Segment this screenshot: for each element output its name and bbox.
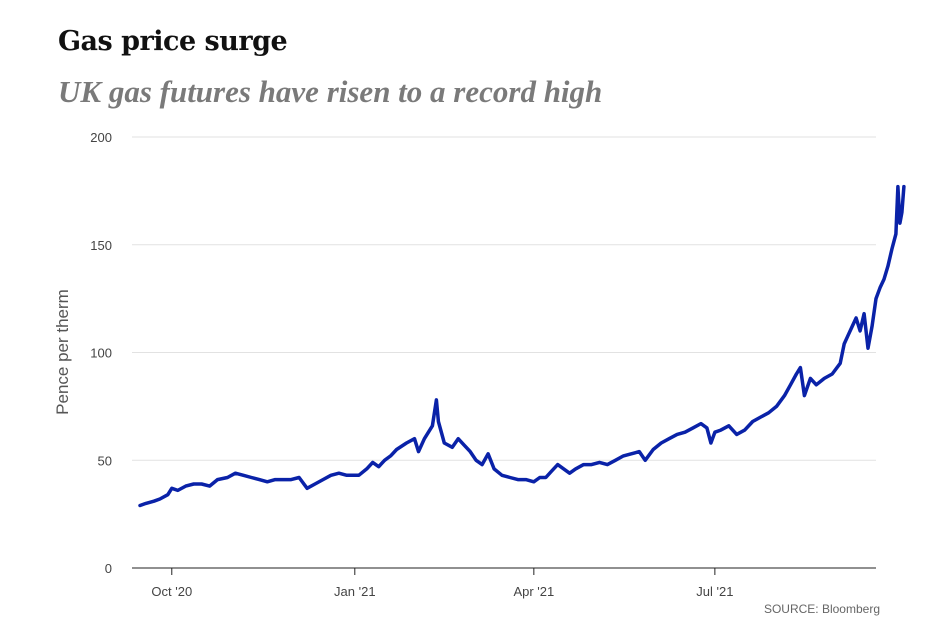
y-tick-label: 150 (90, 238, 112, 253)
y-tick-label: 0 (105, 561, 112, 576)
source-note: SOURCE: Bloomberg (763, 602, 880, 616)
x-tick-label: Apr '21 (513, 584, 554, 599)
chart-subtitle: UK gas futures have risen to a record hi… (58, 74, 603, 109)
y-tick-label: 200 (90, 130, 112, 145)
y-axis-label: Pence per therm (53, 289, 72, 415)
gridlines (132, 136, 876, 569)
y-tick-label: 50 (98, 453, 112, 468)
y-tick-label: 100 (90, 346, 112, 361)
x-tick-label: Jan '21 (334, 584, 376, 599)
price-line (138, 184, 906, 508)
x-tick-label: Jul '21 (696, 584, 733, 599)
x-tick-label: Oct '20 (151, 584, 192, 599)
series-group (138, 184, 906, 508)
y-tick-labels: 0 50 100 150 200 (90, 130, 112, 576)
chart-title: Gas price surge (58, 26, 288, 57)
x-tick-labels: Oct '20 Jan '21 Apr '21 Jul '21 (151, 568, 733, 599)
